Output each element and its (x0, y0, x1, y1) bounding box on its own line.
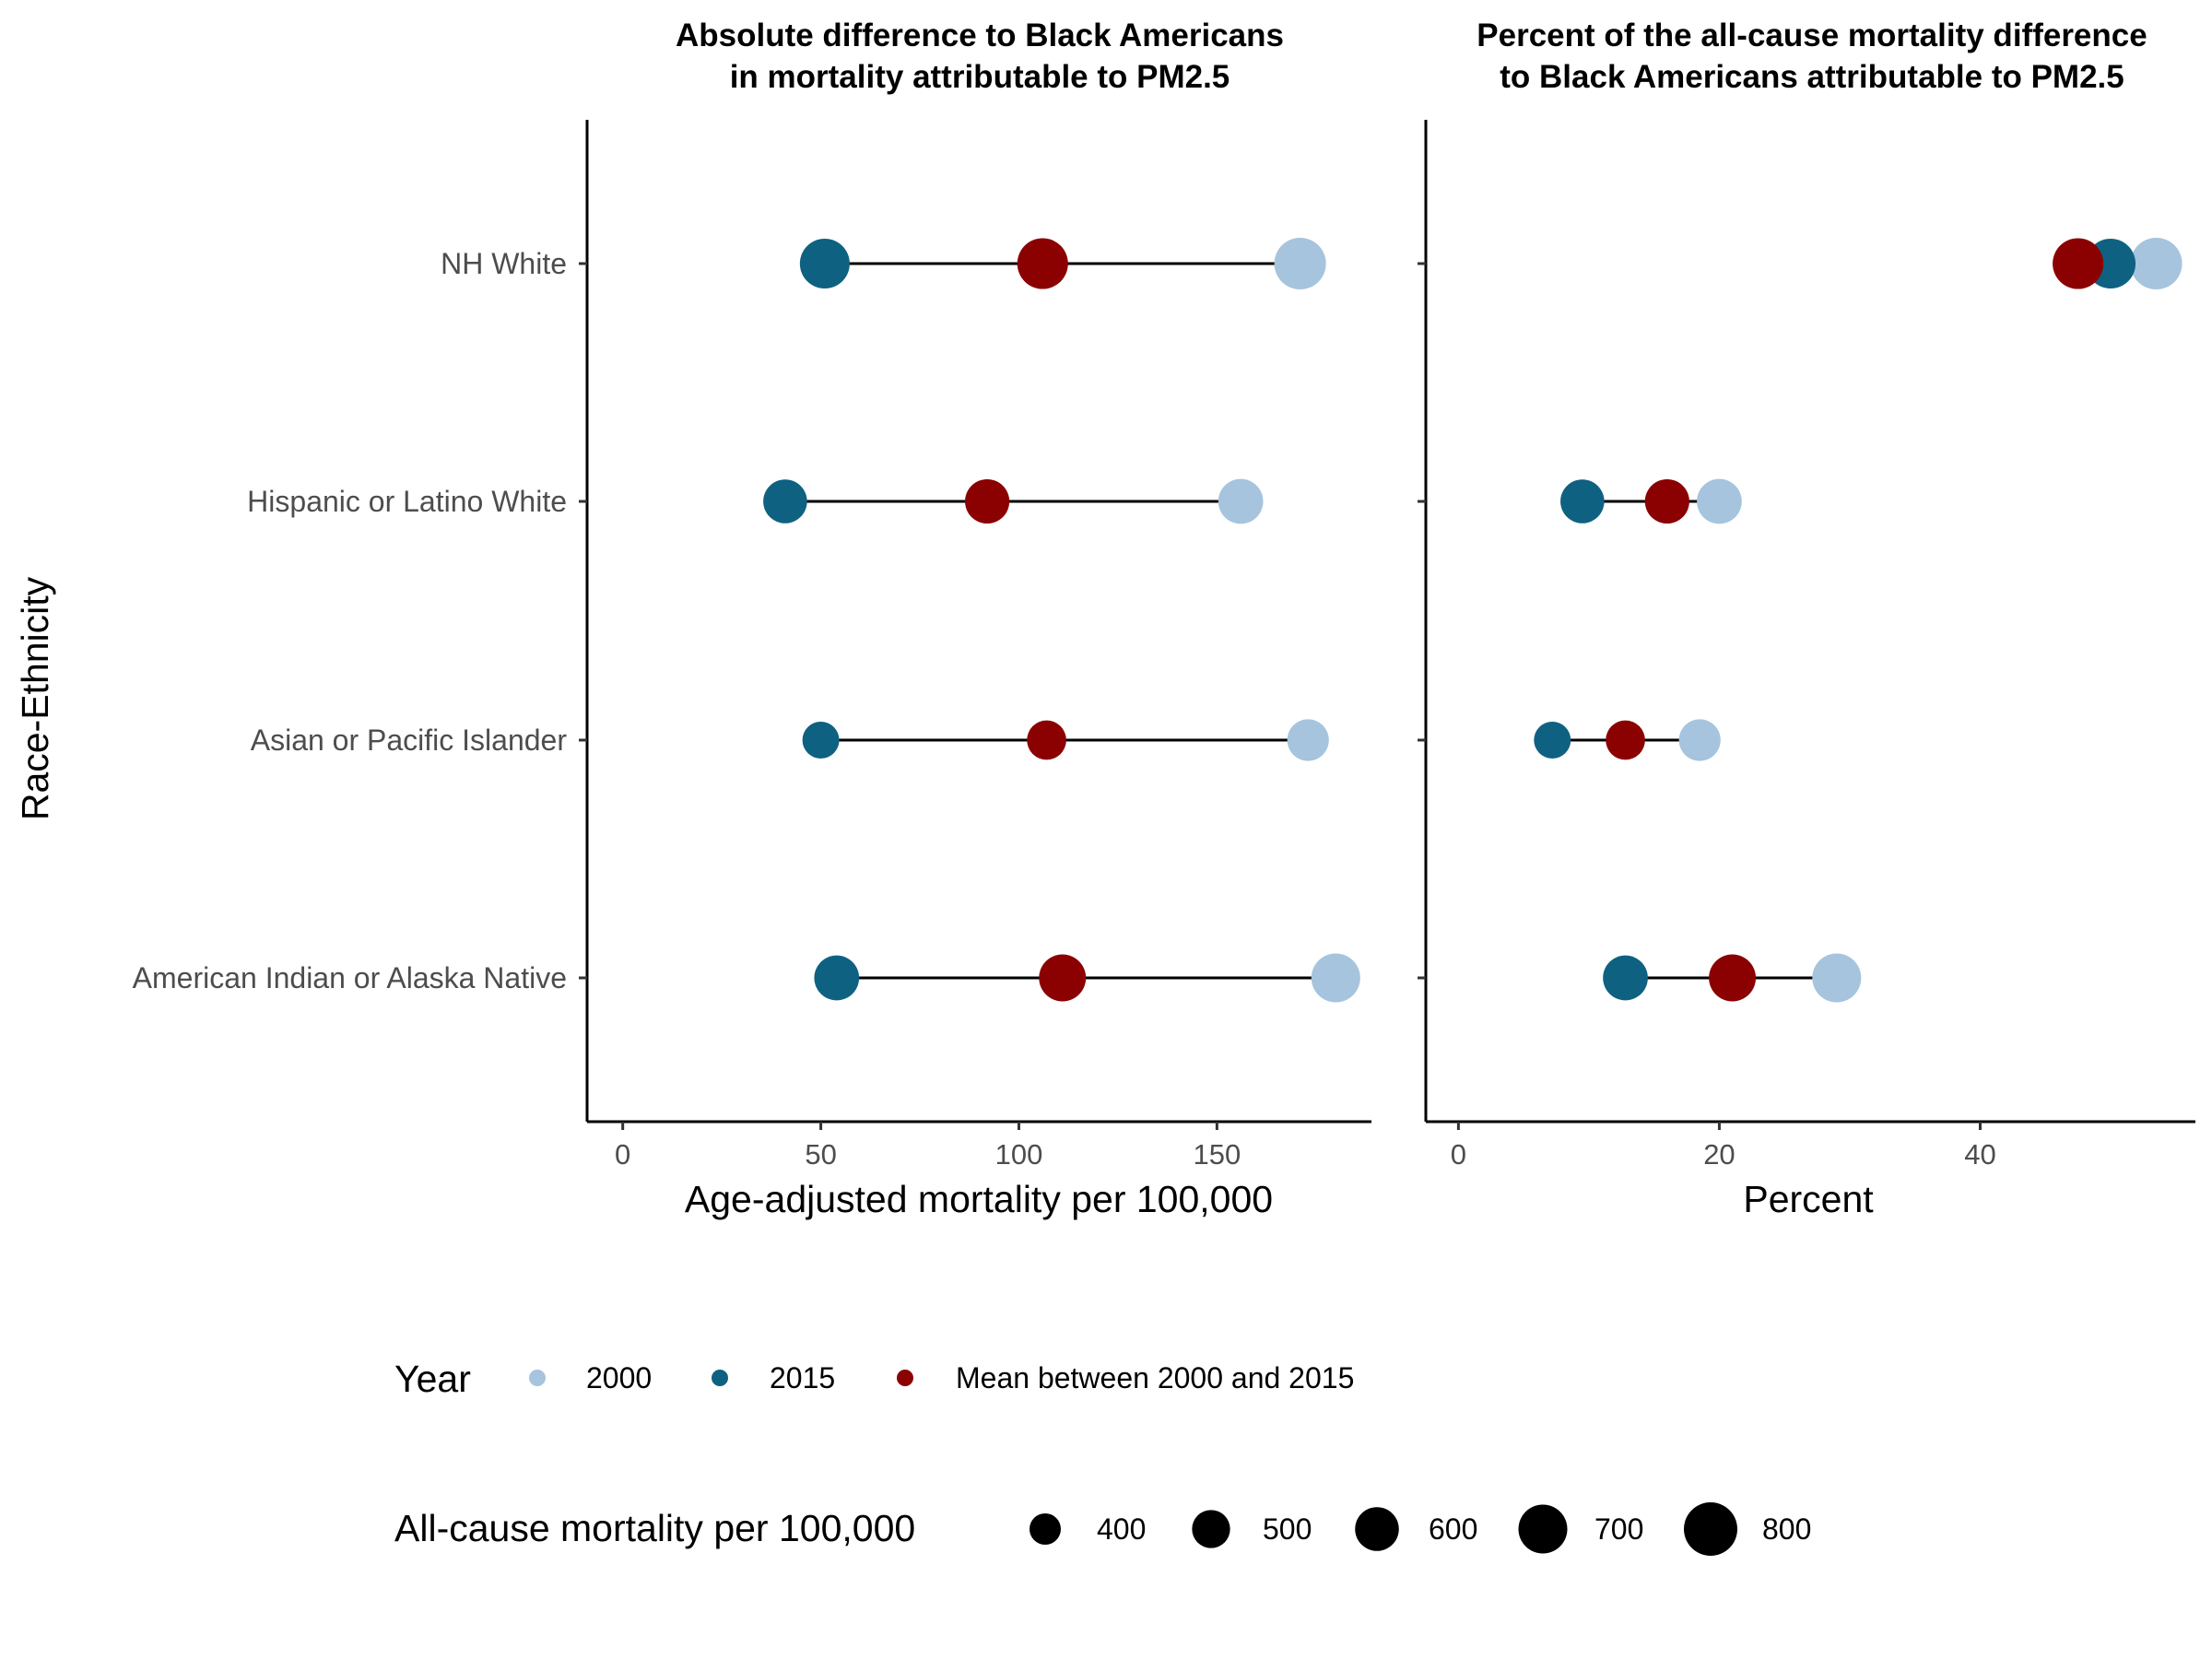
data-point (2053, 238, 2104, 289)
data-point (1560, 479, 1605, 524)
legend-color-label: 2000 (586, 1361, 652, 1394)
data-point (1678, 719, 1721, 761)
data-point (965, 478, 1010, 524)
legend-size-key (1684, 1502, 1737, 1556)
legend-color-label: Mean between 2000 and 2015 (956, 1361, 1354, 1394)
legend-size-key (1192, 1510, 1230, 1548)
data-point (1534, 722, 1571, 759)
category-label: Asian or Pacific Islander (251, 724, 568, 757)
data-point (1606, 720, 1645, 760)
legend-size-key (1355, 1507, 1399, 1551)
data-point (1027, 720, 1066, 760)
legend-color-key (529, 1370, 546, 1386)
data-point (1039, 954, 1087, 1002)
y-axis-title: Race-Ethnicity (14, 576, 56, 820)
legend-color-label: 2015 (770, 1361, 835, 1394)
panel-title-line-2: to Black Americans attributable to PM2.5 (1500, 59, 2124, 95)
data-point (1218, 478, 1264, 524)
panel-title-line-2: in mortality attributable to PM2.5 (730, 59, 1230, 95)
x-tick-label: 100 (995, 1138, 1043, 1171)
legend-size-label: 400 (1097, 1512, 1146, 1546)
x-tick-label: 40 (1964, 1138, 1995, 1171)
x-tick-label: 150 (1194, 1138, 1241, 1171)
x-tick-label: 0 (1451, 1138, 1466, 1171)
data-marks (763, 237, 1360, 1003)
legend-size: All-cause mortality per 100,000 400 500 60… (394, 1502, 1811, 1556)
panel-percent: Percent of the all-cause mortality diffe… (1418, 18, 2195, 1220)
panel-absolute: Absolute difference to Black Americans i… (579, 18, 1371, 1220)
data-marks (1534, 237, 2183, 1003)
category-label: American Indian or Alaska Native (133, 961, 567, 994)
category-label: NH White (441, 247, 567, 280)
data-point (1812, 953, 1862, 1003)
legend-size-key (1030, 1513, 1061, 1545)
x-tick-label: 50 (805, 1138, 836, 1171)
data-point (799, 238, 850, 289)
x-tick-label: 0 (615, 1138, 630, 1171)
panel-title-line-1: Absolute difference to Black Americans (676, 18, 1284, 53)
data-point (1697, 478, 1742, 524)
y-ticks (579, 262, 587, 980)
x-axis-title: Percent (1743, 1178, 1874, 1220)
data-point (814, 955, 860, 1001)
data-point (802, 722, 840, 759)
data-point (1287, 719, 1329, 761)
x-axis-title: Age-adjusted mortality per 100,000 (685, 1178, 1273, 1220)
data-point (1603, 955, 1648, 1001)
category-labels: NH White Hispanic or Latino White Asian … (133, 247, 568, 994)
legend-color-items: 2000 2015 Mean between 2000 and 2015 (529, 1361, 1354, 1394)
legend-size-label: 600 (1429, 1512, 1477, 1546)
legend-color: Year 2000 2015 Mean between 2000 and 2015 (394, 1358, 1354, 1400)
panel-title-line-1: Percent of the all-cause mortality diffe… (1477, 18, 2147, 53)
category-label: Hispanic or Latino White (247, 485, 567, 518)
data-point (763, 479, 807, 524)
y-ticks (1418, 262, 1426, 980)
data-point (1017, 238, 1068, 289)
legend-color-key (712, 1370, 728, 1386)
x-ticks: 0 20 40 (1451, 1122, 1996, 1171)
legend-size-title: All-cause mortality per 100,000 (394, 1507, 915, 1549)
x-ticks: 0 50 100 150 (615, 1122, 1241, 1171)
data-point (1311, 953, 1360, 1003)
data-point (1274, 237, 1326, 290)
x-tick-label: 20 (1703, 1138, 1735, 1171)
legend-size-label: 500 (1263, 1512, 1312, 1546)
legend-color-title: Year (394, 1358, 471, 1400)
legend-size-label: 700 (1594, 1512, 1643, 1546)
data-point (1644, 478, 1689, 524)
legend-size-items: 400 500 600 700 800 (1030, 1502, 1811, 1556)
legend-color-key (897, 1370, 913, 1386)
legend-size-key (1518, 1504, 1568, 1554)
legend-size-label: 800 (1762, 1512, 1811, 1546)
data-point (1709, 954, 1757, 1002)
data-point (2130, 237, 2183, 290)
